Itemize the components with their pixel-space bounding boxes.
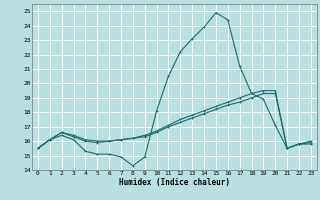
X-axis label: Humidex (Indice chaleur): Humidex (Indice chaleur) xyxy=(119,178,230,187)
